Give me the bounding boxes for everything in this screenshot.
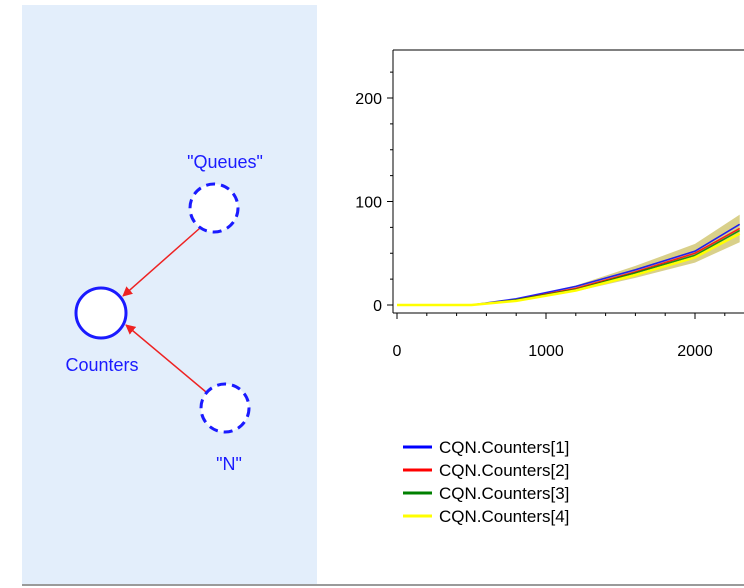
edge-queues-to-counters [122,227,201,297]
x-tick-label: 2000 [677,343,713,360]
node-label-n: "N" [216,454,242,474]
node-queues[interactable] [188,182,240,234]
y-tick-label: 0 [373,298,382,315]
node-label-counters: Counters [65,355,138,375]
series-envelope-band [397,214,740,305]
legend-label-2: CQN.Counters[2] [439,461,569,480]
model-diagram: "Queues" Counters "N" [65,152,263,474]
legend-label-4: CQN.Counters[4] [439,507,569,526]
edge-n-to-counters [125,324,207,393]
x-tick-label: 1000 [528,343,564,360]
chart-legend: CQN.Counters[1] CQN.Counters[2] CQN.Counte… [403,438,569,526]
series-line-4 [397,232,741,307]
node-n[interactable] [199,382,251,434]
node-label-queues: "Queues" [187,152,263,172]
node-counters[interactable] [74,286,128,340]
bottom-border [22,584,744,586]
y-tick-label: 200 [355,91,382,108]
model-diagram-panel [22,5,317,585]
series-line-2 [397,227,741,306]
series-line-3 [397,229,741,306]
x-tick-label: 0 [393,343,402,360]
y-tick-label: 100 [355,195,382,212]
legend-label-1: CQN.Counters[1] [439,438,569,457]
legend-label-3: CQN.Counters[3] [439,484,569,503]
